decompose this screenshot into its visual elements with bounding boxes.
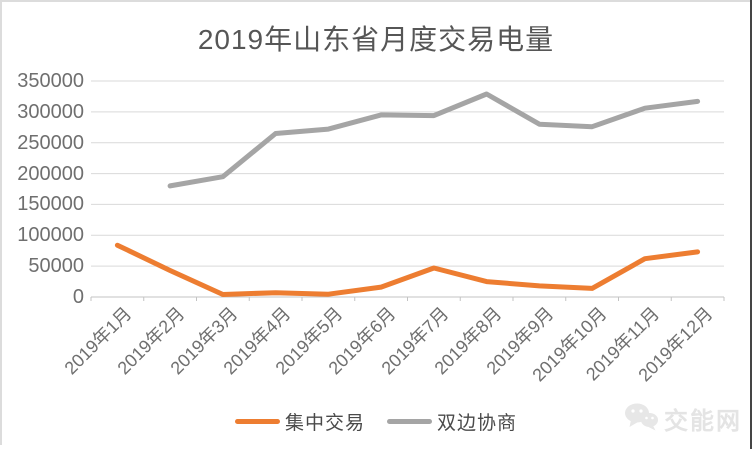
y-tick-label: 200000: [17, 163, 84, 185]
y-tick-label: 100000: [17, 224, 84, 246]
left-border-line: [0, 0, 2, 445]
legend-line-swatch-orange: [234, 419, 280, 424]
series-line-bilateral-negotiation: [167, 91, 701, 189]
chart-legend: 集中交易 双边协商: [0, 408, 752, 435]
right-border-line: [750, 0, 752, 449]
legend-item-bilateral-negotiation: 双边协商: [387, 408, 517, 435]
top-border-line: [0, 0, 752, 2]
series-line-centralized-trading: [114, 242, 701, 297]
chart-title: 2019年山东省月度交易电量: [197, 24, 555, 55]
watermark: 交能网: [624, 401, 742, 436]
y-tick-label: 50000: [28, 255, 84, 277]
legend-item-centralized-trading: 集中交易: [234, 408, 365, 435]
watermark-text: 交能网: [664, 408, 742, 435]
y-tick-label: 350000: [17, 70, 84, 92]
wechat-icon: [624, 402, 658, 436]
legend-line-swatch-gray: [387, 419, 432, 424]
y-tick-label: 150000: [17, 193, 84, 215]
legend-label: 双边协商: [437, 413, 518, 434]
y-tick-label: 300000: [17, 101, 84, 123]
y-tick-label: 250000: [17, 132, 84, 154]
y-tick-label: 0: [72, 286, 84, 308]
legend-label: 集中交易: [284, 413, 365, 434]
